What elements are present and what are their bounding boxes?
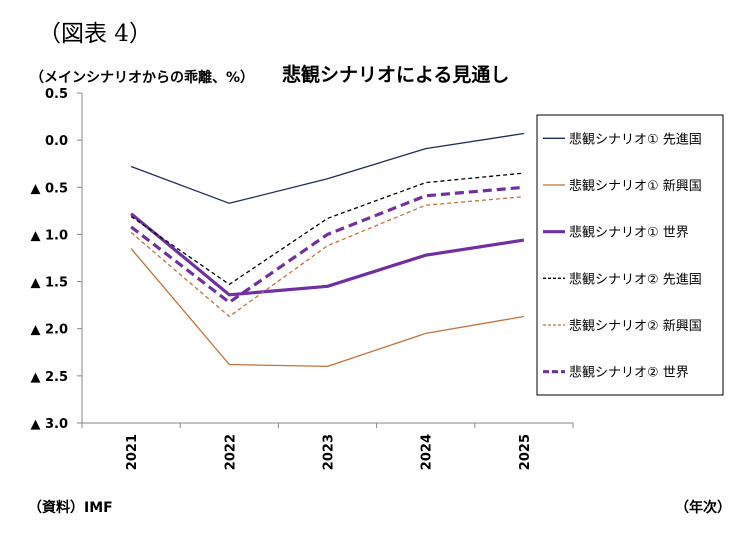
- x-tick-label: 2023: [322, 434, 337, 470]
- series-line: [130, 212, 525, 297]
- chart-title: 悲観シナリオによる見通し: [282, 64, 510, 86]
- legend-label: 悲観シナリオ② 新興国: [569, 318, 702, 334]
- y-tick-label: ▲ 2.0: [30, 323, 68, 338]
- y-tick-label: ▲ 3.0: [30, 417, 68, 432]
- y-tick-label: ▲ 1.0: [30, 228, 68, 243]
- x-tick-label: 2024: [420, 434, 435, 470]
- y-tick-label: ▲ 2.5: [30, 370, 68, 385]
- legend-label: 悲観シナリオ① 新興国: [569, 178, 702, 194]
- x-axis-unit-label: （年次）: [675, 500, 731, 516]
- legend-label: 悲観シナリオ② 先進国: [569, 271, 702, 287]
- legend-label: 悲観シナリオ② 世界: [569, 365, 689, 381]
- x-tick-label: 2025: [518, 434, 533, 470]
- y-axis-unit-label: （メインシナリオからの乖離、%）: [30, 70, 255, 86]
- series-line: [130, 172, 524, 286]
- series-line: [130, 185, 525, 304]
- x-tick-label: 2022: [223, 434, 238, 470]
- legend-label: 悲観シナリオ① 世界: [569, 225, 689, 241]
- y-tick-label: 0.0: [45, 134, 68, 149]
- legend-label: 悲観シナリオ① 先進国: [569, 131, 702, 147]
- y-tick-label: ▲ 0.5: [30, 181, 68, 196]
- series-line: [130, 248, 525, 368]
- x-tick-label: 2021: [125, 434, 140, 470]
- y-tick-label: ▲ 1.5: [30, 276, 68, 291]
- y-tick-label: 0.5: [45, 87, 68, 102]
- series-line: [130, 196, 524, 318]
- source-label: （資料）IMF: [28, 500, 113, 516]
- legend-box: [536, 114, 724, 396]
- figure-label: （図表 4）: [38, 21, 152, 47]
- series-line: [130, 132, 524, 204]
